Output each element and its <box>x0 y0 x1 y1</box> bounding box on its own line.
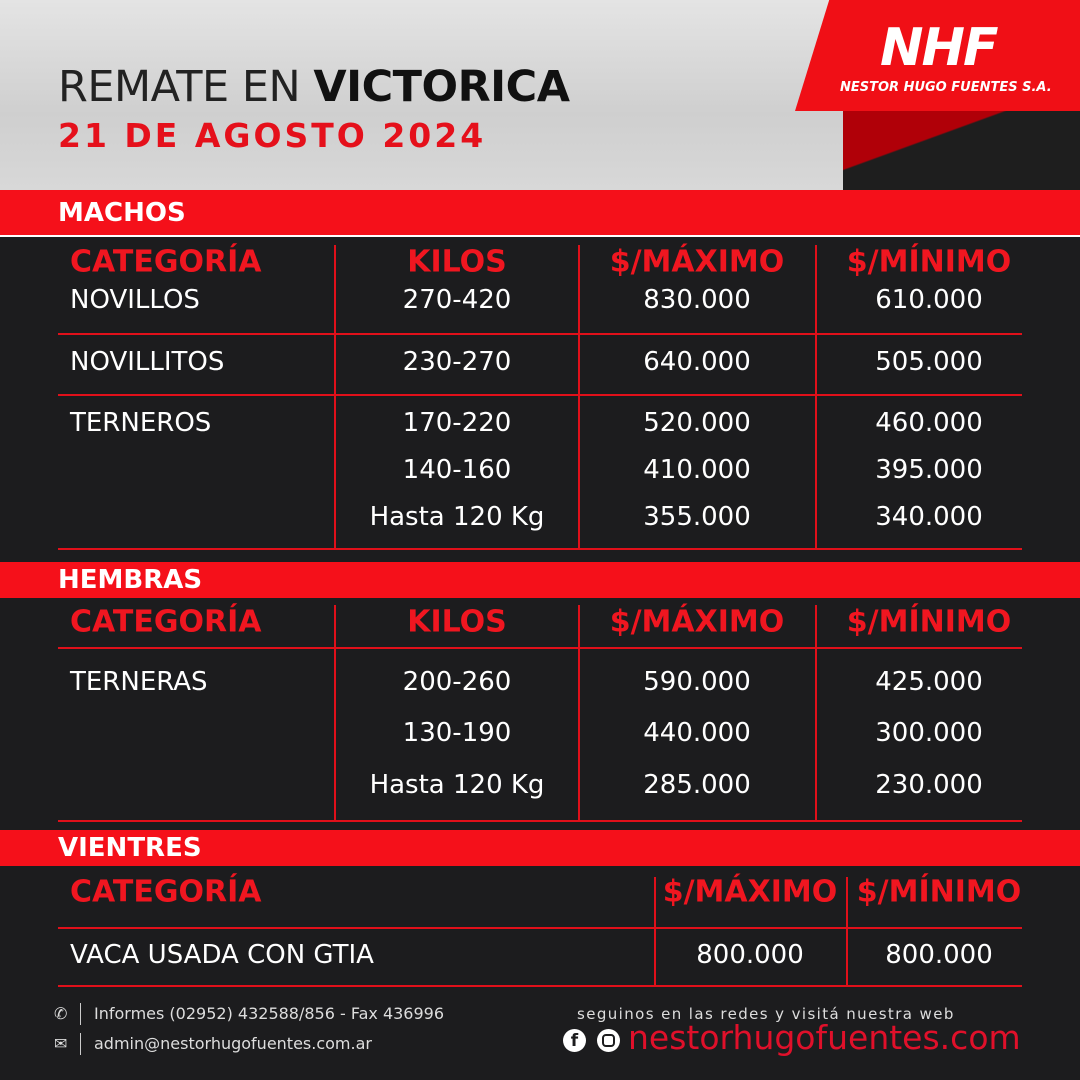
column-header-max: $/MÁXIMO <box>662 874 838 910</box>
cell-kilos: Hasta 120 Kg <box>369 502 545 532</box>
column-header-min: $/MÍNIMO <box>846 604 1012 640</box>
section-title: HEMBRAS <box>58 565 203 595</box>
cell-max: 590.000 <box>643 667 751 697</box>
cell-min: 425.000 <box>875 667 983 697</box>
mail-icon: ✉ <box>54 1034 68 1053</box>
row-divider <box>58 394 1022 396</box>
title-light: REMATE EN <box>58 62 314 112</box>
cell-min: 505.000 <box>875 347 983 377</box>
column-divider <box>654 877 656 985</box>
phone-icon: ✆ <box>54 1004 68 1023</box>
email-link[interactable]: admin@nestorhugofuentes.com.ar <box>94 1034 372 1053</box>
column-divider <box>815 245 817 548</box>
section-bar-hembras: HEMBRAS <box>0 562 1080 598</box>
cell-kilos: 130-190 <box>402 718 512 748</box>
cell-max: 640.000 <box>643 347 751 377</box>
cell-min: 395.000 <box>875 455 983 485</box>
cell-min: 340.000 <box>875 502 983 532</box>
facebook-icon[interactable]: f <box>563 1029 586 1052</box>
cell-category: TERNEROS <box>70 408 212 438</box>
column-header-kilos: KILOS <box>407 244 507 280</box>
instagram-icon[interactable] <box>597 1029 620 1052</box>
cell-max: 285.000 <box>643 770 751 800</box>
column-divider <box>334 245 336 548</box>
phone-info: Informes (02952) 432588/856 - Fax 436996 <box>94 1004 445 1023</box>
cell-max: 410.000 <box>643 455 751 485</box>
cell-min: 300.000 <box>875 718 983 748</box>
social-text: seguinos en las redes y visitá nuestra w… <box>577 1005 955 1023</box>
column-divider <box>578 605 580 820</box>
row-divider <box>58 927 1022 929</box>
column-header-min: $/MÍNIMO <box>846 244 1012 280</box>
logo-company-name: NESTOR HUGO FUENTES S.A. <box>840 80 1052 95</box>
column-header-min: $/MÍNIMO <box>856 874 1022 910</box>
cell-category: NOVILLOS <box>70 285 200 315</box>
column-divider <box>578 245 580 548</box>
logo: NHF <box>880 18 999 78</box>
title-bold: VICTORICA <box>313 62 570 112</box>
cell-kilos: Hasta 120 Kg <box>369 770 545 800</box>
cell-kilos: 270-420 <box>402 285 512 315</box>
column-divider <box>815 605 817 820</box>
cell-kilos: 140-160 <box>402 455 512 485</box>
cell-kilos: 170-220 <box>402 408 512 438</box>
cell-max: 355.000 <box>643 502 751 532</box>
column-divider <box>334 605 336 820</box>
cell-kilos: 200-260 <box>402 667 512 697</box>
cell-min: 610.000 <box>875 285 983 315</box>
cell-max: 830.000 <box>643 285 751 315</box>
auction-date: 21 DE AGOSTO 2024 <box>58 116 487 155</box>
row-divider <box>58 333 1022 335</box>
column-header-max: $/MÁXIMO <box>609 604 785 640</box>
cell-category: TERNERAS <box>70 667 208 697</box>
row-divider <box>58 647 1022 649</box>
cell-category: VACA USADA CON GTIA <box>70 940 374 970</box>
divider <box>0 235 1080 237</box>
row-divider <box>58 985 1022 987</box>
column-header-kilos: KILOS <box>407 604 507 640</box>
cell-kilos: 230-270 <box>402 347 512 377</box>
section-title: MACHOS <box>58 197 186 228</box>
cell-max: 800.000 <box>696 940 804 970</box>
section-title: VIENTRES <box>58 833 202 863</box>
logo-background <box>795 0 1080 111</box>
column-divider <box>846 877 848 985</box>
cell-category: NOVILLITOS <box>70 347 225 377</box>
column-header-category: CATEGORÍA <box>70 244 262 280</box>
section-bar-machos: MACHOS <box>0 190 1080 235</box>
website-link[interactable]: nestorhugofuentes.com <box>628 1018 1021 1057</box>
column-header-category: CATEGORÍA <box>70 604 262 640</box>
section-bar-vientres: VIENTRES <box>0 830 1080 866</box>
divider <box>80 1033 81 1055</box>
row-divider <box>58 548 1022 550</box>
divider <box>80 1003 81 1025</box>
decorative-shape <box>843 111 1080 191</box>
cell-min: 800.000 <box>885 940 993 970</box>
row-divider <box>58 820 1022 822</box>
page-title: REMATE EN VICTORICA <box>58 62 570 112</box>
cell-max: 440.000 <box>643 718 751 748</box>
column-header-max: $/MÁXIMO <box>609 244 785 280</box>
cell-max: 520.000 <box>643 408 751 438</box>
column-header-category: CATEGORÍA <box>70 874 262 910</box>
cell-min: 460.000 <box>875 408 983 438</box>
cell-min: 230.000 <box>875 770 983 800</box>
